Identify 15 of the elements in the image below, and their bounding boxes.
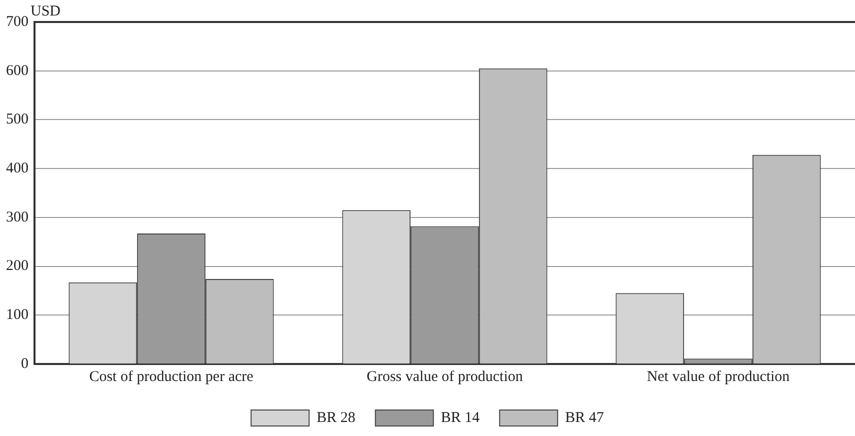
- y-tick-label: 500: [6, 112, 28, 128]
- legend-label: BR 47: [565, 410, 604, 426]
- x-tick-label: Gross value of production: [366, 368, 524, 385]
- y-tick-label: 200: [6, 258, 28, 274]
- x-tick-label: Net value of production: [646, 368, 790, 385]
- y-axis-title: USD: [30, 3, 61, 20]
- y-tick-label: 0: [21, 356, 28, 372]
- legend-label: BR 14: [440, 410, 480, 426]
- y-tick-label: 600: [6, 62, 28, 79]
- y-tick-label: 400: [6, 160, 28, 177]
- x-tick-label: Cost of production per acre: [89, 368, 254, 385]
- y-tick-label: 700: [6, 14, 28, 30]
- y-tick-label: 100: [6, 307, 28, 324]
- y-tick-label: 300: [6, 209, 28, 226]
- legend-label: BR 28: [316, 410, 356, 426]
